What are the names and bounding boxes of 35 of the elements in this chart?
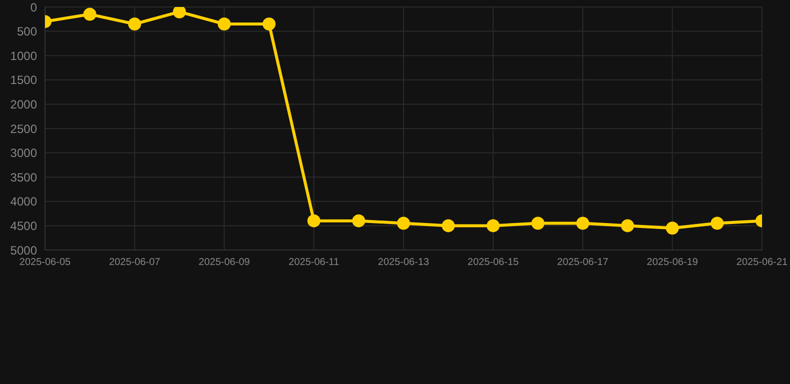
x-tick-label: 2025-06-11 xyxy=(288,257,340,268)
point xyxy=(710,216,724,230)
point xyxy=(218,18,231,31)
point xyxy=(576,216,590,230)
x-tick-label: 2025-06-05 xyxy=(19,257,72,268)
point xyxy=(621,219,634,232)
y-tick-label: 4000 xyxy=(10,194,38,209)
x-tick-label: 2025-06-17 xyxy=(557,257,609,268)
point xyxy=(172,7,186,18)
x-tick-label: 2025-06-19 xyxy=(646,257,698,268)
point xyxy=(442,219,455,232)
y-tick-label: 1500 xyxy=(10,73,38,88)
y-tick-label: 2500 xyxy=(10,122,38,136)
point xyxy=(307,214,320,228)
x-tick-label: 2025-06-09 xyxy=(198,257,250,268)
y-tick-label: 1000 xyxy=(10,48,38,63)
x-tick-label: 2025-06-15 xyxy=(468,257,520,268)
point xyxy=(352,214,366,228)
y-tick-label: 500 xyxy=(16,24,38,39)
point xyxy=(531,216,544,230)
point xyxy=(486,219,500,232)
point xyxy=(397,216,410,230)
x-tick-label: 2025-06-07 xyxy=(109,257,161,268)
x-tick-label: 2025-06-13 xyxy=(378,257,430,268)
y-tick-label: 4500 xyxy=(10,218,38,233)
y-tick-label: 3000 xyxy=(10,146,38,160)
point xyxy=(128,18,142,31)
point xyxy=(83,8,96,21)
point xyxy=(262,18,276,31)
y-tick-label: 0 xyxy=(30,0,38,14)
y-tick-label: 5000 xyxy=(10,243,38,258)
point xyxy=(666,222,679,235)
y-tick-label: 3500 xyxy=(10,170,38,184)
y-tick-label: 2000 xyxy=(10,97,38,112)
x-tick-label: 2025-06-21 xyxy=(736,257,788,268)
